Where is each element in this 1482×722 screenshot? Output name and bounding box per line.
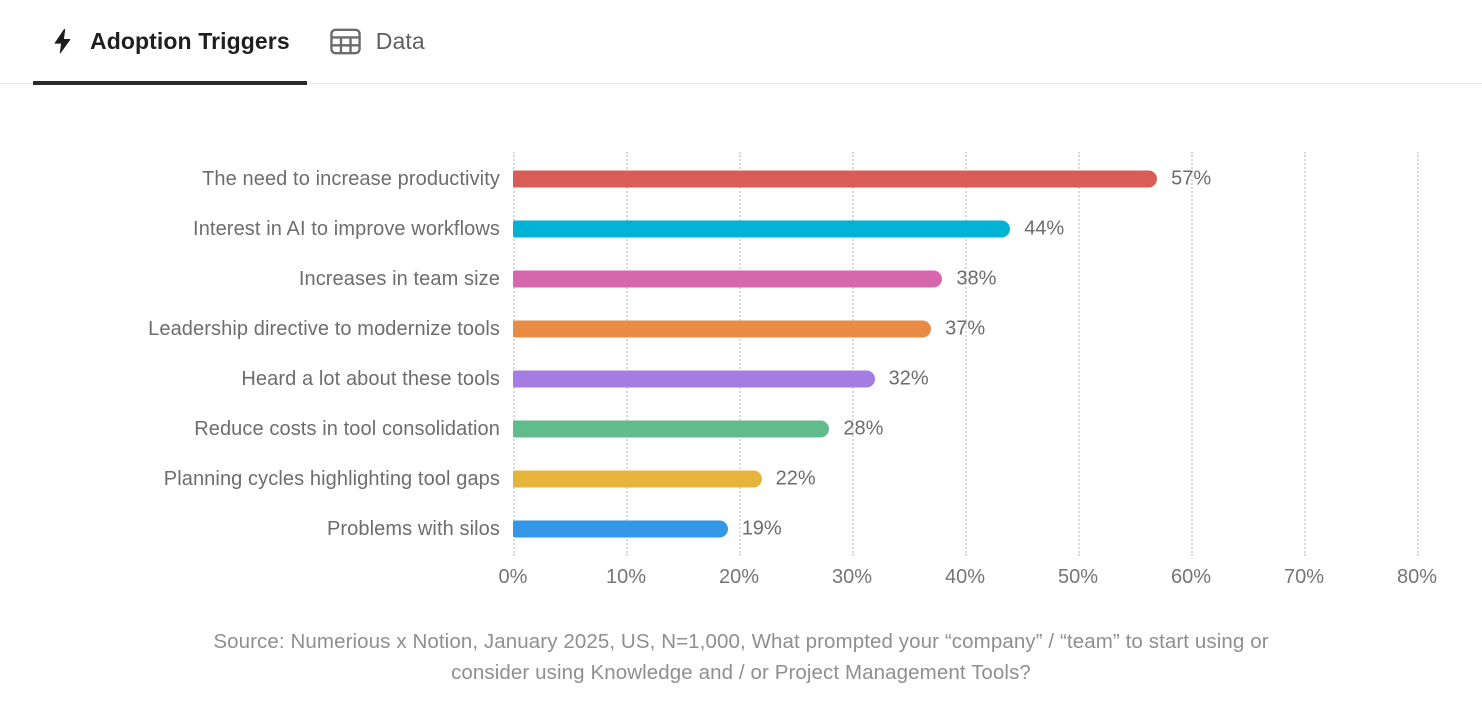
gridline — [1078, 152, 1080, 556]
tab-data-label: Data — [375, 28, 425, 54]
plot-area: The need to increase productivity 57% Inte… — [0, 154, 1482, 554]
tab-adoption-triggers[interactable]: Adoption Triggers — [33, 0, 307, 85]
gridlines — [513, 152, 1419, 556]
category-label: Problems with silos — [326, 517, 500, 540]
bar — [513, 470, 762, 488]
bar — [513, 270, 943, 288]
x-axis: 0% 10% 20% 30% 40% 50% 60% 70% 80% — [499, 566, 1437, 592]
category-label: Reduce costs in tool consolidation — [194, 417, 500, 440]
gridline — [513, 152, 515, 556]
x-tick-label: 20% — [718, 566, 760, 588]
gridline — [1191, 152, 1193, 556]
x-tick-label: 50% — [1057, 566, 1099, 588]
category-label: Increases in team size — [298, 267, 500, 290]
bar-track: 32% — [513, 354, 1417, 404]
tab-bar: Adoption Triggers Data — [0, 0, 1482, 85]
value-label: 44% — [1024, 217, 1065, 240]
bar-track: 44% — [513, 204, 1417, 254]
tab-adoption-triggers-label: Adoption Triggers — [90, 28, 290, 54]
source-caption: Source: Numerious x Notion, January 2025… — [0, 626, 1482, 688]
bar-chart: The need to increase productivity 57% Inte… — [0, 84, 1482, 722]
gridline — [965, 152, 967, 556]
category-label: Heard a lot about these tools — [241, 367, 500, 390]
chart-row: The need to increase productivity 57% — [0, 154, 1482, 204]
lightning-icon — [50, 28, 75, 55]
bar — [513, 520, 728, 538]
x-tick-label: 80% — [1396, 566, 1438, 588]
value-label: 38% — [956, 267, 997, 290]
category-label: Planning cycles highlighting tool gaps — [163, 467, 500, 490]
category-label: The need to increase productivity — [202, 167, 500, 190]
bar-track: 22% — [513, 454, 1417, 504]
chart-row: Increases in team size 38% — [0, 254, 1482, 304]
chart-row: Leadership directive to modernize tools 3… — [0, 304, 1482, 354]
bar — [513, 220, 1011, 238]
bar-track: 28% — [513, 404, 1417, 454]
gridline — [739, 152, 741, 556]
chart-row: Heard a lot about these tools 32% — [0, 354, 1482, 404]
value-label: 37% — [945, 317, 986, 340]
chart-row: Problems with silos 19% — [0, 504, 1482, 554]
bar-track: 37% — [513, 304, 1417, 354]
tab-data[interactable]: Data — [313, 0, 442, 84]
gridline — [1304, 152, 1306, 556]
value-label: 28% — [843, 417, 884, 440]
value-label: 57% — [1171, 167, 1212, 190]
gridline — [852, 152, 854, 556]
bar-track: 57% — [513, 154, 1417, 204]
gridline — [626, 152, 628, 556]
x-tick-label: 10% — [605, 566, 647, 588]
x-tick-label: 30% — [831, 566, 873, 588]
gridline — [1417, 152, 1419, 556]
bar — [513, 320, 932, 338]
value-label: 32% — [888, 367, 929, 390]
source-line-2: consider using Knowledge and / or Projec… — [451, 661, 1031, 684]
bar — [513, 170, 1158, 188]
x-tick-label: 60% — [1170, 566, 1212, 588]
x-tick-label: 0% — [498, 566, 528, 588]
table-icon — [329, 28, 361, 55]
bar-track: 19% — [513, 504, 1417, 554]
bar — [513, 370, 875, 388]
value-label: 19% — [741, 517, 782, 540]
chart-row: Planning cycles highlighting tool gaps 22… — [0, 454, 1482, 504]
chart-row: Reduce costs in tool consolidation 28% — [0, 404, 1482, 454]
category-label: Interest in AI to improve workflows — [193, 217, 500, 240]
chart-row: Interest in AI to improve workflows 44% — [0, 204, 1482, 254]
value-label: 22% — [775, 467, 816, 490]
bar-track: 38% — [513, 254, 1417, 304]
x-tick-label: 70% — [1283, 566, 1325, 588]
x-tick-label: 40% — [944, 566, 986, 588]
category-label: Leadership directive to modernize tools — [148, 317, 500, 340]
bar — [513, 420, 830, 438]
source-line-1: Source: Numerious x Notion, January 2025… — [213, 630, 1269, 653]
